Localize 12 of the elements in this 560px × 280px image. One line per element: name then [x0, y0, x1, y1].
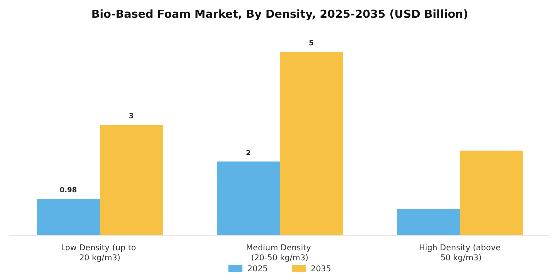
bar [100, 125, 163, 235]
bar [37, 199, 100, 235]
x-tick-label: Low Density (up to 20 kg/m3) [61, 244, 139, 262]
chart-title: Bio-Based Foam Market, By Density, 2025-2035 (USD Billion) [92, 8, 468, 21]
legend-label: 2025 [248, 264, 268, 274]
x-tick-label: High Density (above 50 kg/m3) [419, 244, 501, 262]
bar [460, 150, 523, 235]
bar [280, 52, 343, 235]
bar [397, 209, 460, 235]
x-tick-label: Medium Density (20-50 kg/m3) [246, 244, 314, 262]
legend-label: 2035 [311, 264, 332, 274]
bar [217, 162, 280, 235]
